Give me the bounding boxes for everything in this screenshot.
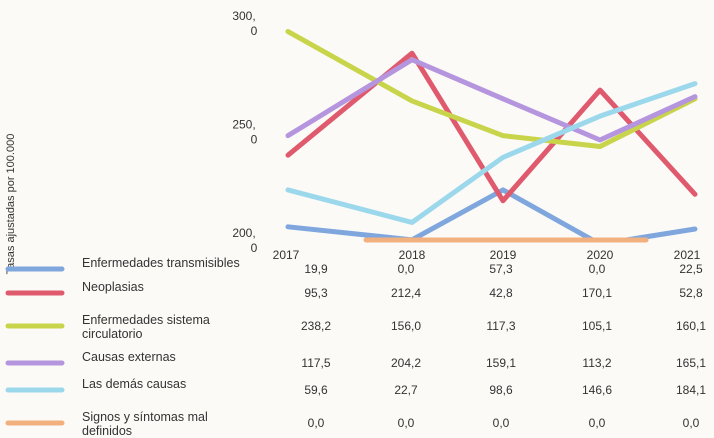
series-line-3	[285, 29, 698, 150]
table-cell: 105,1	[582, 319, 612, 333]
y-tick-labels: 300, 0 250, 0 200, 0	[232, 9, 257, 255]
table-cell: 57,3	[489, 262, 513, 276]
table-cell: 0,0	[398, 416, 415, 430]
table-cell: 117,3	[486, 319, 515, 333]
legend-label: Las demás causas	[82, 377, 186, 391]
table-cell: 59,6	[304, 383, 328, 397]
y-tick-label: 250, 0	[232, 118, 257, 147]
x-category-labels: 2017 2018 2019 2020 2021	[273, 248, 701, 262]
x-category-label: 2019	[490, 248, 517, 262]
table-cell: 156,0	[391, 319, 421, 333]
table-cell: 22,5	[679, 262, 703, 276]
table-cell: 22,7	[394, 383, 418, 397]
series-line-4	[285, 57, 698, 143]
table-cell: 113,2	[582, 356, 611, 370]
legend-label: Signos y síntomas mal definidos	[82, 410, 208, 438]
table-cell: 146,6	[582, 383, 612, 397]
x-category-label: 2018	[399, 248, 426, 262]
table-cell: 159,1	[486, 356, 516, 370]
table-cell: 212,4	[391, 286, 421, 300]
x-category-label: 2020	[587, 248, 614, 262]
table-cell: 0,0	[683, 416, 700, 430]
data-table: Enfermedades transmisibles 19,9 0,0 57,3 0,0…	[5, 256, 706, 438]
legend-label: Enfermedades transmisibles	[82, 256, 240, 270]
series-line-5	[285, 81, 698, 225]
table-cell: 0,0	[493, 416, 510, 430]
table-cell: 170,1	[582, 286, 612, 300]
table-cell: 98,6	[489, 383, 513, 397]
table-cell: 184,1	[676, 383, 706, 397]
table-cell: 95,3	[304, 286, 328, 300]
y-axis-label: Tasas ajustadas por 100.000	[5, 134, 17, 275]
series-lines	[285, 29, 698, 243]
x-category-label: 2017	[273, 248, 300, 262]
legend-label: Enfermedades sistema circulatorio	[82, 313, 210, 341]
table-cell: 238,2	[301, 319, 331, 333]
y-axis-label-group: Tasas ajustadas por 100.000	[5, 134, 17, 275]
table-cell: 52,8	[679, 286, 703, 300]
y-tick-label: 200, 0	[232, 226, 257, 255]
table-cell: 0,0	[398, 262, 415, 276]
table-cell: 160,1	[676, 319, 706, 333]
table-cell: 0,0	[308, 416, 325, 430]
legend-label: Neoplasias	[82, 280, 144, 294]
table-cell: 0,0	[589, 262, 606, 276]
table-cell: 204,2	[391, 356, 421, 370]
legend-label: Causas externas	[82, 350, 176, 364]
x-category-label: 2021	[674, 248, 701, 262]
series-line-1	[285, 187, 698, 242]
table-cell: 165,1	[676, 356, 706, 370]
table-cell: 42,8	[489, 286, 513, 300]
table-cell: 19,9	[304, 262, 328, 276]
table-cell: 0,0	[589, 416, 606, 430]
y-tick-label: 300, 0	[232, 9, 257, 38]
table-cell: 117,5	[301, 356, 330, 370]
